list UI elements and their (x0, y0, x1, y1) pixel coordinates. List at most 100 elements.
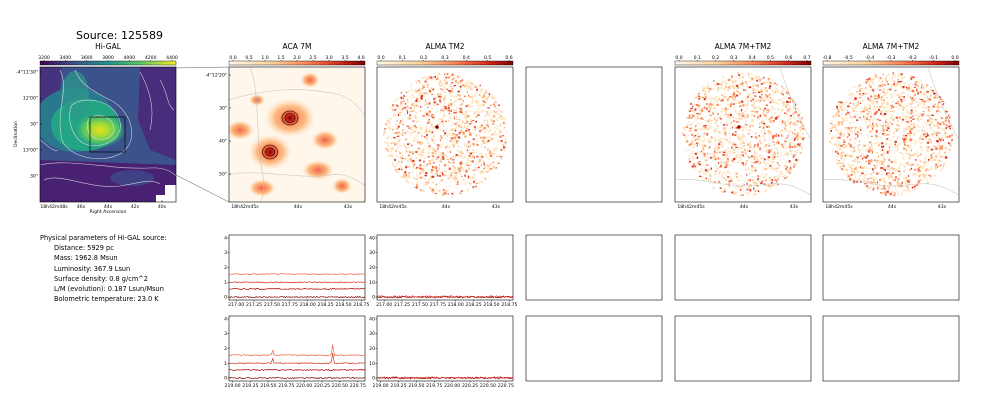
noise-pixel (896, 93, 898, 96)
noise-pixel (866, 103, 869, 105)
noise-pixel (846, 146, 849, 148)
noise-pixel (704, 174, 707, 177)
noise-pixel (393, 166, 396, 168)
noise-pixel (902, 106, 905, 109)
noise-pixel (399, 114, 402, 117)
noise-pixel (895, 100, 897, 102)
noise-pixel (939, 137, 941, 139)
noise-pixel (455, 154, 458, 156)
noise-pixel (900, 73, 903, 76)
noise-pixel (440, 171, 442, 174)
noise-pixel (870, 79, 872, 82)
noise-pixel (786, 103, 789, 106)
noise-pixel (471, 121, 474, 123)
noise-pixel (849, 155, 852, 157)
noise-pixel (838, 115, 840, 117)
noise-pixel (771, 82, 774, 85)
noise-pixel (710, 103, 713, 106)
noise-pixel (448, 161, 450, 163)
noise-pixel (915, 184, 919, 186)
noise-pixel (464, 174, 466, 177)
params-heading: Physical parameters of Hi-GAL source: (40, 234, 167, 242)
noise-pixel (733, 85, 737, 88)
noise-pixel (872, 96, 875, 98)
noise-pixel (422, 151, 424, 153)
noise-pixel (852, 138, 854, 141)
noise-pixel (899, 163, 902, 166)
noise-pixel (742, 145, 746, 147)
noise-pixel (484, 115, 486, 118)
noise-pixel (713, 149, 715, 153)
noise-pixel (449, 151, 452, 153)
noise-pixel (757, 178, 760, 181)
noise-pixel (420, 91, 423, 94)
noise-pixel (898, 185, 900, 187)
noise-pixel (795, 103, 797, 106)
noise-pixel (405, 165, 408, 169)
noise-pixel (887, 130, 891, 133)
noise-pixel (428, 88, 430, 91)
spectrum-ytick: 3 (224, 331, 227, 337)
noise-pixel (867, 107, 870, 109)
noise-pixel (895, 145, 898, 148)
noise-pixel (880, 83, 883, 85)
noise-pixel (794, 143, 796, 146)
noise-pixel (863, 156, 866, 159)
noise-pixel (446, 193, 448, 195)
noise-pixel (480, 152, 482, 155)
param-line: L/M (evolution): 0.187 Lsun/Msun (54, 285, 164, 294)
noise-pixel (762, 81, 766, 85)
noise-pixel (440, 81, 443, 84)
noise-pixel (422, 93, 424, 96)
noise-pixel (830, 127, 832, 130)
noise-pixel (401, 123, 403, 125)
noise-pixel (487, 169, 490, 171)
spectrum-xtick: 218.25 (318, 302, 334, 308)
noise-pixel (408, 116, 411, 118)
noise-pixel (407, 146, 410, 149)
noise-pixel (869, 92, 872, 94)
noise-pixel (762, 176, 765, 178)
noise-pixel (838, 143, 841, 146)
noise-pixel (439, 146, 441, 148)
noise-pixel (907, 133, 910, 135)
noise-pixel (440, 88, 443, 91)
noise-pixel (936, 168, 939, 171)
noise-pixel (857, 101, 859, 103)
noise-pixel (729, 141, 731, 143)
noise-pixel (692, 114, 695, 118)
noise-pixel (696, 123, 699, 125)
noise-pixel (430, 77, 433, 79)
noise-pixel (698, 93, 700, 95)
noise-pixel (696, 138, 699, 140)
noise-pixel (840, 158, 842, 160)
noise-pixel (413, 130, 416, 132)
noise-pixel (763, 168, 766, 171)
noise-pixel (793, 129, 797, 131)
noise-pixel (413, 164, 415, 166)
noise-pixel (774, 179, 777, 181)
noise-pixel (788, 104, 791, 107)
noise-pixel (839, 165, 842, 168)
spectrum-ytick: 40 (369, 316, 375, 322)
noise-pixel (853, 178, 856, 181)
noise-pixel (412, 151, 415, 153)
noise-pixel (494, 147, 497, 150)
noise-pixel (466, 127, 468, 130)
noise-pixel (710, 136, 713, 139)
noise-pixel (929, 177, 932, 180)
noise-pixel (395, 149, 397, 152)
noise-pixel (410, 103, 414, 106)
noise-pixel (729, 113, 732, 117)
noise-pixel (727, 108, 730, 111)
spectrum-xtick: 217.25 (246, 302, 262, 308)
noise-pixel (472, 149, 475, 151)
noise-pixel (782, 101, 785, 103)
noise-pixel (914, 85, 917, 87)
noise-pixel (751, 161, 753, 164)
noise-pixel (847, 132, 849, 135)
noise-pixel (456, 187, 459, 189)
noise-pixel (904, 141, 906, 144)
noise-pixel (776, 84, 778, 86)
noise-pixel (865, 156, 868, 159)
